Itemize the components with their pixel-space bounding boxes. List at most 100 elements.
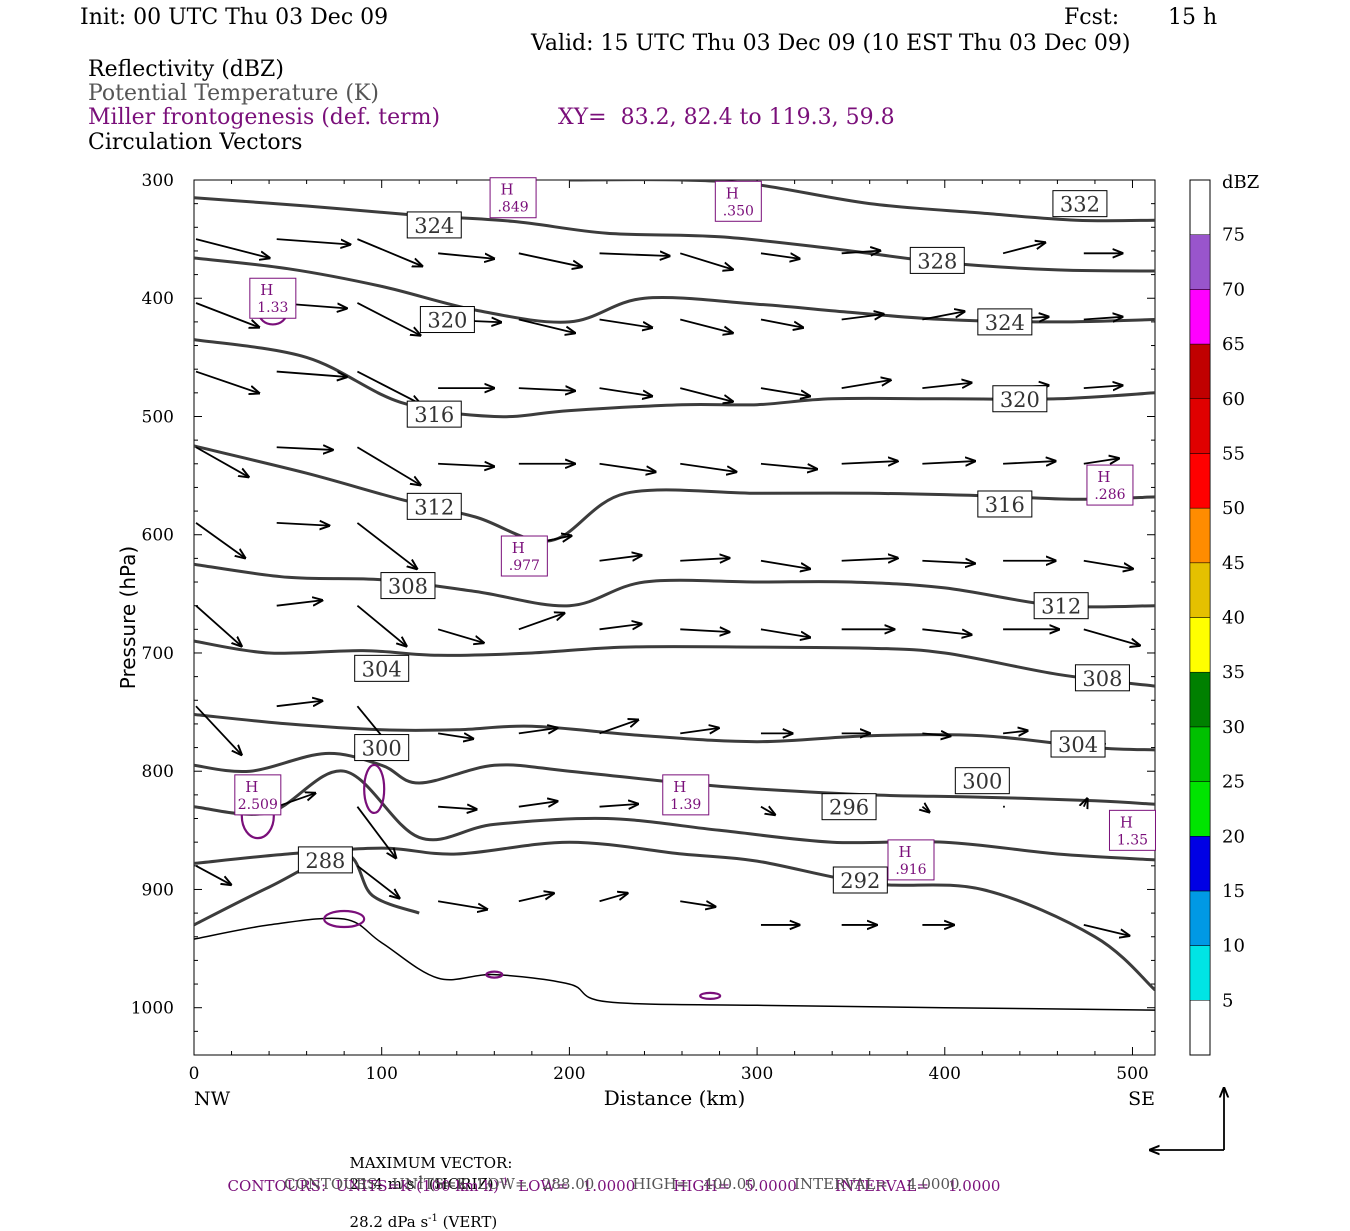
frontogenesis-max-value: 2.509 — [238, 797, 278, 813]
colorbar-swatch — [1189, 234, 1211, 290]
isentrope-label: 304 — [1058, 733, 1098, 757]
frontogenesis-max-value: 1.39 — [670, 797, 701, 813]
isentrope-label: 328 — [917, 249, 957, 273]
y-tick-label: 1000 — [131, 999, 174, 1019]
colorbar-swatch — [1189, 617, 1211, 673]
isentrope-label-box — [354, 654, 410, 682]
isentrope-label: 292 — [840, 869, 880, 893]
colorbar-level-label: 75 — [1222, 225, 1245, 246]
frontogenesis-max-box — [249, 277, 297, 319]
colorbar-swatch — [1189, 289, 1211, 345]
frontogenesis-max-value: 1.33 — [257, 300, 288, 316]
isentrope-label-box — [821, 793, 877, 821]
frontogenesis-max-box — [234, 774, 282, 816]
colorbar-swatch — [1189, 453, 1211, 509]
isentrope-label: 304 — [362, 657, 402, 681]
circulation-vector — [841, 314, 884, 319]
isentrope-label-box — [1052, 190, 1108, 218]
frontogenesis-max-label: H — [260, 281, 273, 299]
isentrope-label-box — [1033, 592, 1089, 620]
max-vector-label: MAXIMUM VECTOR: — [349, 1154, 513, 1172]
circulation-vector — [760, 387, 810, 396]
frontogenesis-max-box — [489, 177, 537, 219]
field-theta: Potential Temperature (K) — [88, 81, 379, 106]
colorbar-swatch — [1189, 562, 1211, 618]
circulation-vector — [760, 807, 775, 815]
circulation-vector — [1083, 458, 1119, 463]
cross-section-xy: XY= 83.2, 82.4 to 119.3, 59.8 — [558, 105, 895, 130]
x-tick-label: 100 — [365, 1064, 397, 1084]
isentrope-312 — [194, 562, 1155, 609]
forecast-label: Fcst: — [1064, 5, 1120, 30]
isentrope-label-box — [909, 246, 965, 274]
frontogenesis-max-label: H — [673, 778, 686, 796]
circulation-vector — [599, 318, 653, 328]
circulation-vector — [438, 807, 477, 810]
isentrope-332 — [569, 180, 1155, 223]
circulation-vector — [195, 865, 231, 885]
circulation-vector — [518, 893, 554, 903]
colorbar-swatch — [1189, 945, 1211, 1001]
circulation-vector — [276, 523, 330, 526]
circulation-vector — [195, 370, 259, 394]
circulation-vector — [599, 804, 639, 807]
circulation-vector — [437, 900, 487, 909]
isentrope-label: 316 — [414, 403, 454, 427]
isentrope-label-box — [406, 211, 462, 239]
x-axis-label: Distance (km) — [604, 1086, 746, 1110]
frontogenesis-contour — [323, 909, 366, 929]
isentrope-label: 308 — [1082, 667, 1122, 691]
frontogenesis-max-value: .849 — [497, 200, 528, 216]
colorbar-level-label: 35 — [1222, 662, 1245, 683]
frontogenesis-max-value: .350 — [723, 203, 754, 219]
circulation-vector — [922, 733, 950, 736]
colorbar-swatch — [1189, 343, 1211, 399]
isentrope-label: 288 — [305, 849, 345, 873]
circulation-vector — [599, 624, 642, 629]
frontogenesis-max-label: H — [1120, 813, 1133, 831]
circulation-vector — [1002, 731, 1028, 734]
circulation-vector — [276, 793, 316, 808]
frontogenesis-contour — [485, 970, 504, 979]
frontogenesis-max-box — [1086, 464, 1134, 506]
circulation-vector — [518, 801, 558, 806]
isentrope-308 — [194, 639, 1155, 688]
circulation-vector — [437, 733, 473, 738]
circulation-vector — [760, 462, 817, 469]
isentrope-label-box — [354, 734, 410, 762]
circulation-vector — [680, 558, 729, 561]
colorbar-level-label: 20 — [1222, 826, 1245, 847]
frontogenesis-contour — [699, 991, 722, 1000]
circulation-vector — [841, 251, 881, 254]
circulation-vector — [922, 561, 975, 564]
y-tick-label: 900 — [142, 880, 174, 900]
x-tick-label: 0 — [189, 1064, 200, 1084]
contours-fg-a: CONTOURS: UNITS=K (100 km h) — [227, 1177, 499, 1195]
colorbar-level-label: 25 — [1222, 772, 1245, 793]
frontogenesis-max-value: .286 — [1094, 487, 1125, 503]
colorbar-swatch — [1189, 890, 1211, 946]
frontogenesis-max-label: H — [512, 539, 525, 557]
circulation-vector — [680, 318, 733, 334]
y-tick-label: 800 — [142, 762, 174, 782]
init-time: Init: 00 UTC Thu 03 Dec 09 — [80, 5, 389, 30]
max-vector-horiz: 21.4 m s — [349, 1175, 415, 1193]
isentrope-320 — [194, 338, 1155, 419]
colorbar-swatch — [1189, 671, 1211, 728]
circulation-vector — [1002, 243, 1045, 255]
circulation-vector — [356, 604, 406, 647]
circulation-vector — [841, 558, 898, 561]
isentrope-label: 332 — [1060, 193, 1100, 217]
circulation-vector — [599, 253, 670, 256]
isentrope-label: 308 — [388, 575, 428, 599]
colorbar-level-label: 40 — [1222, 608, 1245, 629]
circulation-vector — [599, 462, 656, 472]
circulation-vector — [438, 464, 494, 467]
circulation-vector — [276, 701, 323, 708]
colorbar-swatch — [1189, 726, 1211, 782]
circulation-vector — [518, 252, 582, 267]
circulation-vector — [680, 629, 729, 632]
isentrope-label-box — [297, 846, 353, 874]
y-tick-label: 300 — [142, 171, 174, 191]
colorbar-level-label: 15 — [1222, 881, 1245, 902]
